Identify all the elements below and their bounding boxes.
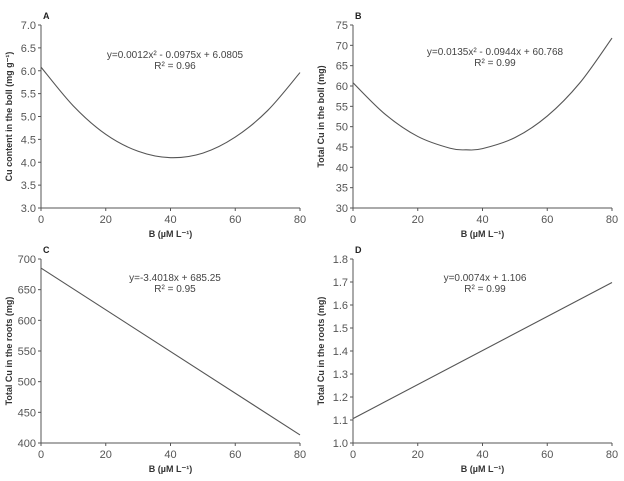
regression-equation: y=-3.4018x + 685.25 (129, 273, 221, 284)
y-axis-label: Total Cu in the roots (mg) (4, 297, 14, 406)
y-tick-label: 70 (336, 40, 348, 52)
y-tick-label: 3.0 (21, 203, 36, 215)
y-tick-label: 55 (336, 101, 348, 113)
r-squared: R² = 0.95 (154, 284, 196, 295)
panel-d: 1.0 1.1 1.2 1.3 1.4 1.5 1.6 1.7 1.8 0 20 40 60 80 B (µ… (316, 245, 618, 474)
x-tick-label: 80 (294, 214, 306, 226)
y-tick-label: 650 (18, 285, 36, 297)
x-tick-label: 0 (350, 214, 356, 226)
x-tick-label: 60 (229, 449, 241, 461)
x-axis-label: B (µM L⁻¹) (461, 464, 504, 474)
y-tick-label: 3.5 (21, 180, 36, 192)
y-axis-label: Total Cu in the boll (mg) (316, 65, 326, 167)
x-tick-label: 40 (164, 449, 176, 461)
fit-curve (40, 267, 301, 436)
y-tick-label: 7.0 (21, 20, 36, 32)
y-tick-label: 1.2 (333, 392, 348, 404)
r-squared: R² = 0.99 (464, 284, 506, 295)
y-tick-label: 500 (18, 377, 36, 389)
panel-label: D (355, 245, 362, 255)
y-tick-label: 5.0 (21, 112, 36, 124)
y-tick-label: 700 (18, 254, 36, 266)
y-tick-label: 1.1 (333, 415, 348, 427)
y-tick-label: 75 (336, 20, 348, 32)
x-tick-label: 60 (229, 214, 241, 226)
x-axis-label: B (µM L⁻¹) (149, 229, 192, 239)
x-tick-label: 60 (541, 449, 553, 461)
panel-label: B (355, 11, 362, 21)
y-tick-label: 1.5 (333, 323, 348, 335)
y-tick-label: 5.5 (21, 89, 36, 101)
x-tick-label: 20 (100, 449, 112, 461)
y-tick-label: 65 (336, 61, 348, 73)
y-tick-label: 1.6 (333, 300, 348, 312)
panel-b: 30 35 40 45 50 55 60 65 70 75 0 20 40 60 80 B (µM L⁻¹) T… (316, 11, 618, 239)
y-tick-label: 1.4 (333, 346, 348, 358)
regression-equation: y=0.0074x + 1.106 (444, 273, 527, 284)
y-tick-label: 6.5 (21, 43, 36, 55)
x-tick-label: 20 (412, 214, 424, 226)
y-tick-label: 550 (18, 346, 36, 358)
x-tick-label: 0 (350, 449, 356, 461)
x-tick-label: 20 (412, 449, 424, 461)
x-tick-label: 40 (164, 214, 176, 226)
x-tick-label: 40 (476, 449, 488, 461)
x-tick-label: 80 (294, 449, 306, 461)
panel-c: 400 450 500 550 600 650 700 0 20 40 60 80 B (µM L⁻¹)… (4, 245, 306, 474)
y-tick-label: 50 (336, 122, 348, 134)
y-tick-label: 400 (18, 438, 36, 450)
y-axis-label: Cu content in the boll (mg g⁻¹) (4, 52, 14, 182)
r-squared: R² = 0.96 (154, 61, 196, 72)
x-tick-label: 0 (38, 449, 44, 461)
x-tick-label: 80 (606, 214, 618, 226)
x-tick-label: 80 (606, 449, 618, 461)
x-axis-label: B (µM L⁻¹) (461, 229, 504, 239)
fit-curve (352, 281, 613, 420)
x-tick-label: 60 (541, 214, 553, 226)
x-tick-label: 20 (100, 214, 112, 226)
y-tick-label: 1.3 (333, 369, 348, 381)
r-squared: R² = 0.99 (474, 58, 516, 69)
regression-equation: y=0.0012x² - 0.0975x + 6.0805 (107, 50, 244, 61)
y-tick-label: 30 (336, 203, 348, 215)
x-tick-label: 0 (38, 214, 44, 226)
fit-curve (40, 66, 301, 159)
y-tick-label: 1.8 (333, 254, 348, 266)
y-tick-label: 600 (18, 315, 36, 327)
x-tick-label: 40 (476, 214, 488, 226)
y-axis-label: Total Cu in the roots (mg) (316, 297, 326, 406)
y-tick-label: 4.0 (21, 157, 36, 169)
fit-curve (352, 37, 613, 151)
y-tick-label: 6.0 (21, 66, 36, 78)
panel-label: A (43, 11, 50, 21)
regression-equation: y=0.0135x² - 0.0944x + 60.768 (427, 47, 564, 58)
y-tick-label: 60 (336, 81, 348, 93)
y-tick-label: 1.7 (333, 277, 348, 289)
y-tick-label: 40 (336, 162, 348, 174)
y-tick-label: 35 (336, 183, 348, 195)
y-tick-label: 4.5 (21, 134, 36, 146)
panel-a: 3.0 3.5 4.0 4.5 5.0 5.5 6.0 6.5 7.0 0 20 40 60 80 B (µ… (4, 11, 306, 239)
x-axis-label: B (µM L⁻¹) (149, 464, 192, 474)
panel-label: C (43, 245, 50, 255)
y-tick-label: 45 (336, 142, 348, 154)
y-tick-label: 1.0 (333, 438, 348, 450)
y-tick-label: 450 (18, 407, 36, 419)
